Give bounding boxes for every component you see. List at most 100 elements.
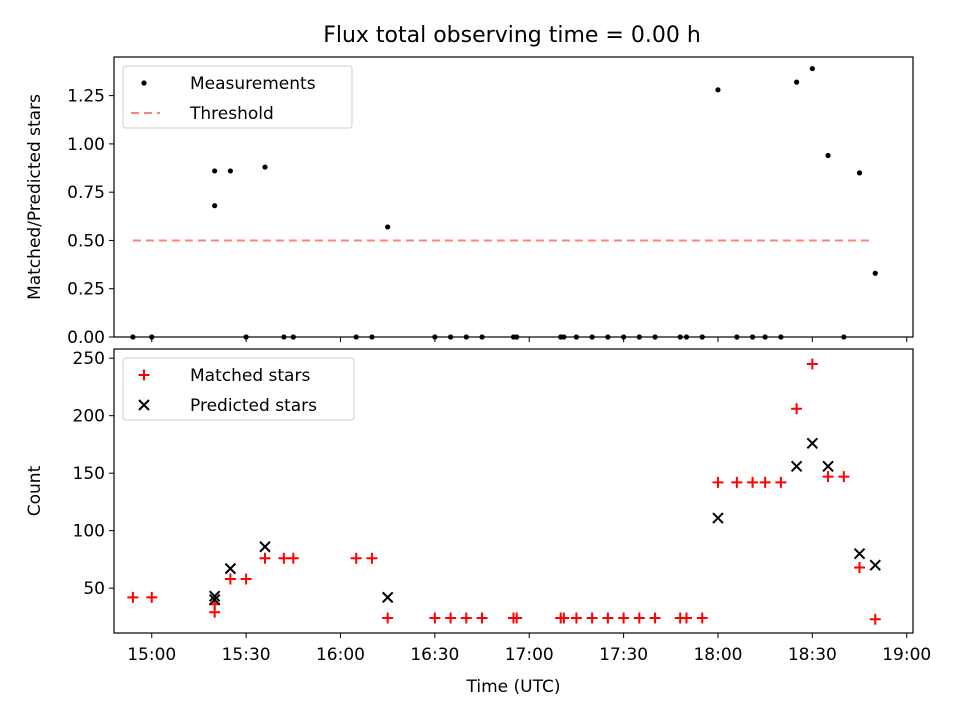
measurement-point	[778, 334, 784, 340]
measurement-point	[856, 170, 863, 176]
legend-label: Predicted stars	[190, 396, 317, 416]
x-tick-label: 16:30	[410, 645, 459, 665]
legend-label: Measurements	[190, 74, 316, 94]
measurement-point	[699, 334, 705, 340]
measurement-point	[353, 334, 359, 340]
matched-star-point	[869, 613, 881, 625]
y-tick-label: 0.50	[67, 231, 105, 251]
matched-star-point	[476, 612, 488, 624]
x-tick-label: 18:00	[693, 645, 742, 665]
y-tick-label: 150	[73, 464, 105, 484]
measurement-point	[715, 87, 721, 93]
legend-matched-marker	[138, 369, 150, 381]
measurement-point	[212, 203, 218, 209]
predicted-star-point	[853, 547, 866, 560]
matched-star-point	[712, 476, 724, 488]
measurement-point	[463, 334, 469, 340]
legend-predicted-marker	[138, 399, 150, 411]
measurement-point	[734, 334, 740, 340]
matched-star-point	[445, 612, 457, 624]
predicted-star-point	[224, 562, 237, 575]
measurement-point	[573, 334, 580, 340]
measurement-point	[447, 334, 454, 340]
y-tick-label: 1.25	[67, 87, 105, 107]
measurement-point	[683, 334, 690, 340]
y-tick-label: 1.00	[67, 135, 105, 155]
matched-star-point	[822, 471, 834, 483]
measurement-point	[809, 65, 815, 72]
measurement-point	[130, 334, 136, 340]
predicted-star-point	[822, 460, 834, 472]
legend-frame	[122, 65, 353, 129]
measurement-point	[872, 270, 878, 276]
x-tick-label: 15:30	[222, 645, 271, 665]
matched-star-point	[240, 573, 252, 585]
matched-star-point	[224, 573, 236, 585]
matched-star-point	[287, 552, 299, 564]
bottom-panel: 50 100 150 200 250 15:00 15:30 16:00 16:30 17:00 1…	[25, 348, 931, 697]
measurement-point	[652, 334, 658, 340]
predicted-star-point	[806, 437, 819, 449]
legend: Measurements Threshold	[122, 65, 353, 129]
predicted-star-point	[712, 512, 724, 524]
predicted-star-point	[259, 541, 271, 553]
plot-frame	[113, 348, 914, 634]
matched-star-point	[759, 476, 771, 488]
matched-star-point	[586, 612, 598, 624]
matched-star-point	[127, 591, 139, 603]
matched-star-point	[460, 612, 472, 624]
matched-star-point	[681, 612, 693, 624]
matched-star-point	[511, 612, 523, 624]
y-tick-label: 100	[73, 522, 105, 542]
matched-star-point	[350, 552, 362, 564]
matched-star-point	[747, 476, 759, 488]
matched-star-point	[570, 612, 582, 624]
y-tick-label: 200	[73, 407, 105, 427]
measurement-point	[677, 334, 683, 340]
measurement-point	[281, 334, 287, 340]
matched-star-point	[146, 591, 158, 603]
measurement-point	[290, 334, 296, 340]
matched-star-point	[731, 476, 743, 488]
x-axis-label: Time (UTC)	[466, 677, 561, 697]
legend: Matched stars Predicted stars	[122, 357, 355, 421]
matched-star-point	[259, 552, 271, 564]
measurement-point	[227, 168, 233, 174]
predicted-star-point	[790, 460, 803, 472]
matched-star-point	[649, 612, 661, 624]
measurement-point	[262, 164, 268, 170]
predicted-star-point	[208, 590, 221, 602]
y-tick-label: 50	[83, 579, 105, 599]
measurement-point	[514, 334, 520, 340]
measurement-point	[479, 334, 485, 340]
measurement-point	[212, 168, 218, 174]
measurement-point	[605, 334, 611, 340]
matched-star-point	[806, 358, 818, 370]
matched-star-point	[382, 612, 394, 624]
y-tick-label: 0.00	[67, 328, 105, 348]
legend-frame	[122, 357, 355, 421]
y-axis-label: Count	[25, 465, 45, 516]
y-tick-label: 0.75	[67, 183, 105, 203]
figure-title: Flux total observing time = 0.00 h	[323, 23, 701, 48]
matched-star-point	[775, 476, 787, 488]
matched-star-point	[633, 612, 645, 624]
top-panel: 0.00 0.25 0.50 0.75 1.00 1.25 Matched/Predicte…	[25, 56, 914, 348]
x-tick-label: 18:30	[788, 645, 837, 665]
legend-label: Matched stars	[190, 366, 310, 386]
matched-star-point	[558, 612, 570, 624]
measurement-point	[749, 334, 756, 340]
matched-star-point	[696, 612, 708, 624]
predicted-star-point	[869, 559, 881, 571]
measurement-point	[589, 334, 595, 340]
measurement-point	[636, 334, 642, 340]
matched-star-point	[366, 552, 378, 564]
y-tick-label: 0.25	[67, 280, 105, 300]
y-tick-label: 250	[73, 349, 105, 369]
measurement-point	[369, 334, 375, 340]
x-tick-label: 17:30	[599, 645, 648, 665]
x-tick-label: 16:00	[316, 645, 365, 665]
legend-measurements-marker	[141, 80, 147, 86]
measurement-point	[825, 152, 831, 159]
